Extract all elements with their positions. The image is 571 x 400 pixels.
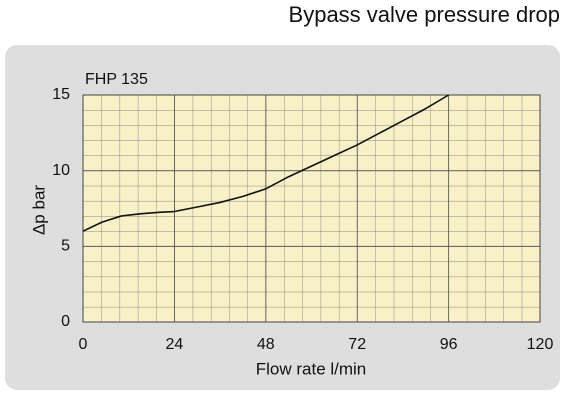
x-tick-label: 72 — [348, 336, 366, 353]
y-tick-label: 5 — [61, 238, 70, 255]
chart-title: Bypass valve pressure drop — [289, 2, 560, 27]
x-axis-label: Flow rate l/min — [256, 359, 367, 378]
x-tick-label: 120 — [527, 336, 554, 353]
plot-border — [82, 94, 541, 323]
series-label: FHP 135 — [85, 71, 148, 88]
x-tick-label: 96 — [440, 336, 458, 353]
x-tick-label: 24 — [166, 336, 184, 353]
y-tick-label: 0 — [61, 313, 70, 330]
y-tick-label: 15 — [52, 86, 70, 103]
x-tick-label: 0 — [79, 336, 88, 353]
x-tick-label: 48 — [257, 336, 275, 353]
y-axis-label: Δp bar — [29, 185, 48, 235]
data-line — [82, 94, 450, 232]
minor-grid — [83, 95, 540, 322]
y-tick-label: 10 — [52, 162, 70, 179]
